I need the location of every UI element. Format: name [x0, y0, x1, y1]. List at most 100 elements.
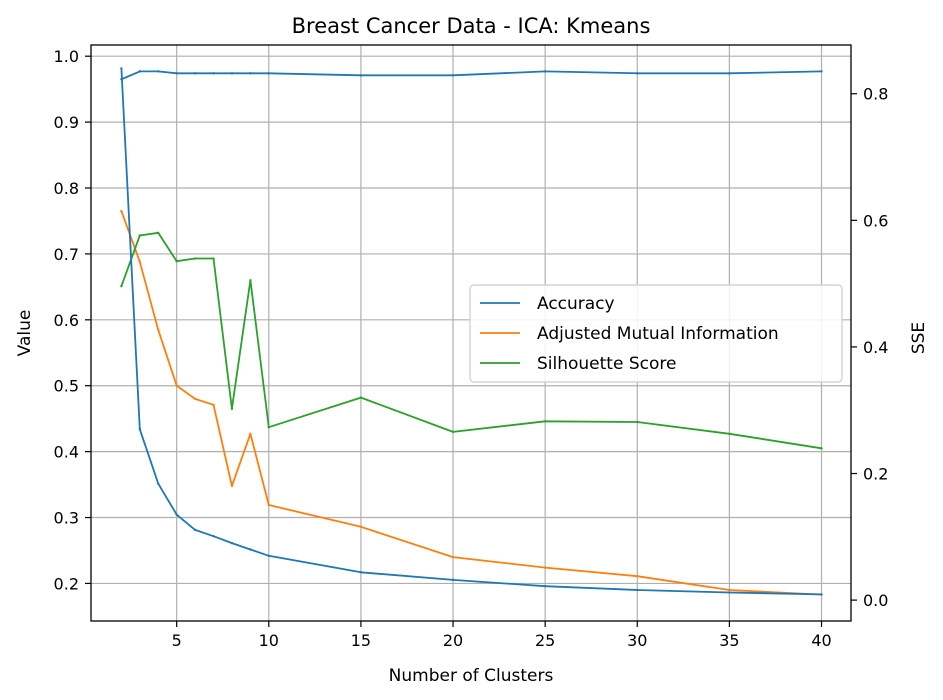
adjusted-mutual-information-point — [193, 397, 197, 401]
accuracy-line — [121, 70, 822, 81]
y-tick-label: 0.8 — [54, 179, 79, 198]
sse-point — [267, 554, 270, 558]
y2-tick-label: 0.0 — [863, 591, 888, 610]
adjusted-mutual-information-point — [249, 432, 252, 436]
legend-label-accuracy: Accuracy — [537, 294, 615, 314]
adjusted-mutual-information-point — [728, 588, 731, 592]
silhouette-score-point — [212, 257, 215, 260]
y2-tick-label: 0.6 — [863, 211, 888, 230]
y2-axis-label: SSE — [909, 322, 929, 354]
silhouette-score-point — [820, 447, 823, 450]
sse-point — [157, 482, 160, 485]
adjusted-mutual-information-point — [636, 574, 639, 578]
accuracy-point — [636, 72, 639, 75]
accuracy-point — [820, 70, 823, 73]
sse-point — [230, 541, 234, 545]
sse-point — [120, 67, 123, 70]
accuracy-point — [175, 72, 178, 75]
x-tick-label: 10 — [259, 631, 279, 650]
x-tick-label: 20 — [443, 631, 463, 650]
adjusted-mutual-information-point — [120, 209, 123, 213]
sse-point — [138, 428, 142, 431]
y-tick-label: 0.7 — [54, 245, 79, 264]
accuracy-point — [359, 74, 363, 77]
legend-box — [469, 284, 843, 383]
y-tick-label: 0.9 — [54, 113, 79, 132]
adjusted-mutual-information-point — [451, 555, 455, 559]
y-tick-label: 1.0 — [54, 47, 79, 66]
legend-label-adjusted-mutual-information: Adjusted Mutual Information — [537, 324, 779, 344]
sse-point — [543, 584, 547, 588]
adjusted-mutual-information-point — [175, 384, 178, 387]
silhouette-score-point — [249, 279, 252, 282]
silhouette-score-point — [451, 430, 455, 434]
y2-tick-label: 0.4 — [863, 338, 888, 357]
accuracy-point — [728, 72, 731, 75]
accuracy-point — [157, 70, 160, 73]
adjusted-mutual-information-point — [359, 525, 363, 528]
x-axis-label: Number of Clusters — [389, 666, 554, 686]
y-tick-label: 0.3 — [54, 509, 79, 528]
adjusted-mutual-information-series — [120, 209, 823, 596]
x-tick-label: 30 — [627, 631, 647, 650]
y2-axis: 0.0 0.2 0.4 0.6 0.8 — [851, 85, 888, 610]
x-tick-label: 35 — [719, 631, 739, 650]
adjusted-mutual-information-point — [212, 403, 215, 407]
legend: Accuracy Adjusted Mutual Information Silho… — [469, 284, 843, 383]
y-tick-label: 0.4 — [54, 443, 79, 462]
x-tick-label: 25 — [535, 631, 555, 650]
silhouette-score-point — [175, 259, 178, 263]
silhouette-score-point — [193, 257, 197, 260]
adjusted-mutual-information-point — [230, 484, 234, 488]
adjusted-mutual-information-point — [157, 328, 160, 331]
accuracy-point — [193, 72, 197, 75]
adjusted-mutual-information-point — [138, 260, 142, 264]
adjusted-mutual-information-line — [120, 210, 822, 596]
y-tick-label: 0.6 — [54, 311, 79, 330]
y2-tick-label: 0.2 — [863, 465, 888, 484]
x-tick-label: 5 — [172, 631, 182, 650]
sse-point — [636, 588, 639, 592]
adjusted-mutual-information-point — [543, 566, 547, 569]
sse-point — [212, 534, 215, 538]
adjusted-mutual-information-point — [267, 503, 270, 507]
sse-point — [249, 548, 252, 551]
silhouette-score-point — [359, 396, 363, 399]
silhouette-score-point — [230, 407, 234, 410]
sse-point — [820, 593, 823, 596]
accuracy-point — [212, 72, 215, 75]
chart-title: Breast Cancer Data - ICA: Kmeans — [292, 14, 651, 38]
silhouette-score-point — [157, 231, 160, 235]
y-axis-label: Value — [15, 310, 35, 357]
silhouette-score-point — [267, 426, 270, 429]
accuracy-point — [543, 70, 547, 73]
sse-point — [728, 591, 731, 594]
silhouette-score-point — [636, 420, 639, 424]
silhouette-score-series — [120, 231, 823, 450]
sse-point — [451, 578, 455, 582]
silhouette-score-point — [728, 432, 731, 436]
accuracy-point — [267, 72, 270, 75]
sse-point — [175, 513, 178, 516]
sse-point — [193, 528, 197, 532]
y-tick-label: 0.2 — [54, 574, 79, 593]
silhouette-score-point — [138, 234, 142, 237]
series-layer — [120, 67, 823, 596]
legend-label-silhouette-score: Silhouette Score — [537, 354, 676, 374]
x-tick-label: 15 — [351, 631, 371, 650]
silhouette-score-point — [543, 420, 547, 423]
y-axis: 0.2 0.3 0.4 0.5 0.6 0.7 0.8 0.9 1.0 — [54, 47, 91, 593]
accuracy-point — [138, 70, 142, 73]
y2-tick-label: 0.8 — [863, 85, 888, 104]
y-tick-label: 0.5 — [54, 377, 79, 396]
x-axis: 5 10 15 20 25 30 35 40 — [172, 621, 832, 650]
silhouette-score-point — [120, 285, 123, 288]
accuracy-point — [230, 72, 234, 75]
x-tick-label: 40 — [811, 631, 831, 650]
accuracy-point — [249, 72, 252, 75]
sse-series — [120, 67, 823, 596]
accuracy-point — [451, 74, 455, 77]
plot-frame — [90, 44, 852, 622]
